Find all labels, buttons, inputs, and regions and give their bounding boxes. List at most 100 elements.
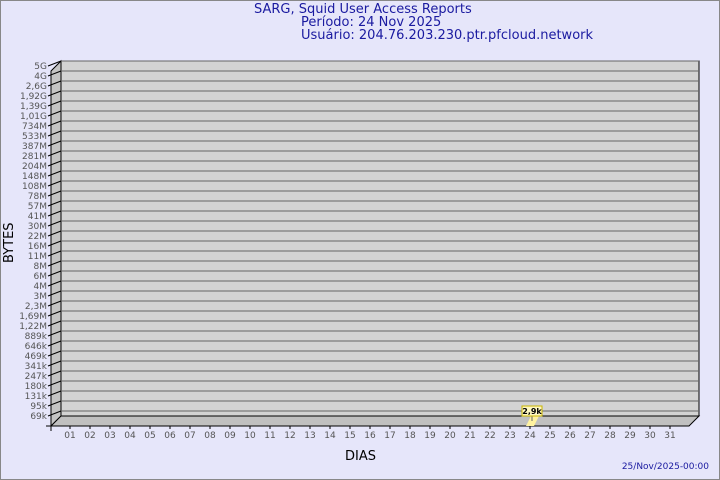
y-tick-label: 4G — [34, 72, 47, 82]
user-label: Usuário: 204.76.203.230.ptr.pfcloud.netw… — [301, 28, 594, 43]
y-tick — [47, 390, 62, 397]
x-tick-label: 28 — [604, 431, 616, 441]
x-tick-label: 14 — [324, 431, 336, 441]
y-tick — [47, 200, 62, 207]
x-tick-label: 09 — [224, 431, 236, 441]
y-tick-label: 341k — [25, 362, 48, 372]
y-tick — [47, 270, 62, 277]
x-tick-label: 27 — [584, 431, 595, 441]
y-tick-label: 1,22M — [19, 322, 47, 332]
y-tick — [47, 360, 62, 367]
x-tick-label: 01 — [64, 431, 75, 441]
x-tick-label: 11 — [264, 431, 275, 441]
x-tick-label: 07 — [184, 431, 195, 441]
x-tick-label: 19 — [424, 431, 436, 441]
x-tick-label: 20 — [444, 431, 456, 441]
generated-timestamp: 25/Nov/2025-00:00 — [621, 462, 709, 472]
y-tick-label: 131k — [25, 392, 48, 402]
y-tick-label: 41M — [28, 212, 47, 222]
y-tick-label: 1,39G — [20, 102, 47, 112]
y-tick-label: 180k — [25, 382, 48, 392]
y-tick-label: 78M — [28, 192, 47, 202]
x-axis-label: DIAS — [345, 449, 376, 464]
x-tick-label: 22 — [484, 431, 495, 441]
y-tick — [47, 330, 62, 337]
x-tick-label: 24 — [524, 431, 536, 441]
y-tick — [47, 160, 62, 167]
y-tick-label: 2,3M — [25, 302, 47, 312]
x-tick-label: 17 — [384, 431, 395, 441]
y-tick — [47, 410, 62, 417]
y-tick-label: 1,01G — [20, 112, 47, 122]
y-tick — [47, 170, 62, 177]
y-tick — [47, 150, 62, 157]
x-tick-label: 29 — [624, 431, 636, 441]
y-tick — [47, 370, 62, 377]
y-tick-label: 247k — [25, 372, 48, 382]
x-tick-label: 10 — [244, 431, 256, 441]
y-tick — [47, 310, 62, 317]
y-tick — [47, 340, 62, 347]
x-tick-label: 18 — [404, 431, 416, 441]
x-tick-label: 16 — [364, 431, 376, 441]
y-tick-label: 1,92G — [20, 92, 47, 102]
y-tick — [47, 130, 62, 137]
data-label: 2,9k — [522, 407, 542, 416]
x-tick-label: 03 — [104, 431, 115, 441]
plot-back-wall — [60, 60, 700, 417]
y-tick — [47, 240, 62, 247]
y-axis-label: BYTES — [2, 222, 17, 263]
x-tick-label: 26 — [564, 431, 576, 441]
y-tick — [47, 120, 62, 127]
y-tick — [47, 90, 62, 97]
x-tick-label: 04 — [124, 431, 136, 441]
y-tick-label: 22M — [28, 232, 47, 242]
y-tick — [47, 260, 62, 267]
data-label-box — [521, 405, 543, 417]
y-tick — [47, 350, 62, 357]
y-tick — [47, 230, 62, 237]
y-tick-label: 646k — [25, 342, 48, 352]
y-tick-label: 5G — [34, 62, 47, 72]
y-tick-label: 69k — [30, 412, 47, 422]
y-tick-label: 1,69M — [19, 312, 47, 322]
y-tick-label: 281M — [22, 152, 47, 162]
y-tick — [47, 60, 62, 67]
y-tick — [47, 140, 62, 147]
y-tick-label: 533M — [22, 132, 47, 142]
y-tick-label: 3M — [34, 292, 48, 302]
y-tick-label: 6M — [34, 272, 48, 282]
x-tick-label: 05 — [144, 431, 155, 441]
y-tick-label: 4M — [34, 282, 48, 292]
y-tick-label: 11M — [28, 252, 47, 262]
y-tick-label: 387M — [22, 142, 47, 152]
y-tick-label: 204M — [22, 162, 47, 172]
period-label: Período: 24 Nov 2025 — [301, 15, 442, 30]
y-tick-label: 57M — [28, 202, 47, 212]
x-tick-label: 08 — [204, 431, 216, 441]
y-tick — [47, 80, 62, 87]
y-tick-label: 95k — [30, 402, 47, 412]
y-tick — [47, 400, 62, 407]
x-tick-label: 23 — [504, 431, 515, 441]
y-tick — [47, 290, 62, 297]
y-tick — [47, 180, 62, 187]
x-tick-label: 06 — [164, 431, 176, 441]
x-tick-label: 31 — [664, 431, 675, 441]
y-tick-label: 30M — [28, 222, 47, 232]
y-tick-label: 16M — [28, 242, 47, 252]
y-tick-label: 148M — [22, 172, 47, 182]
y-tick — [47, 250, 62, 257]
y-tick — [47, 380, 62, 387]
y-tick-label: 734M — [22, 122, 47, 132]
y-tick — [47, 300, 62, 307]
y-tick — [47, 100, 62, 107]
y-tick — [47, 280, 62, 287]
y-tick — [47, 190, 62, 197]
x-tick-label: 13 — [304, 431, 315, 441]
y-tick-label: 469k — [25, 352, 48, 362]
y-tick — [47, 70, 62, 77]
x-tick-label: 25 — [544, 431, 555, 441]
y-tick-label: 889k — [25, 332, 48, 342]
